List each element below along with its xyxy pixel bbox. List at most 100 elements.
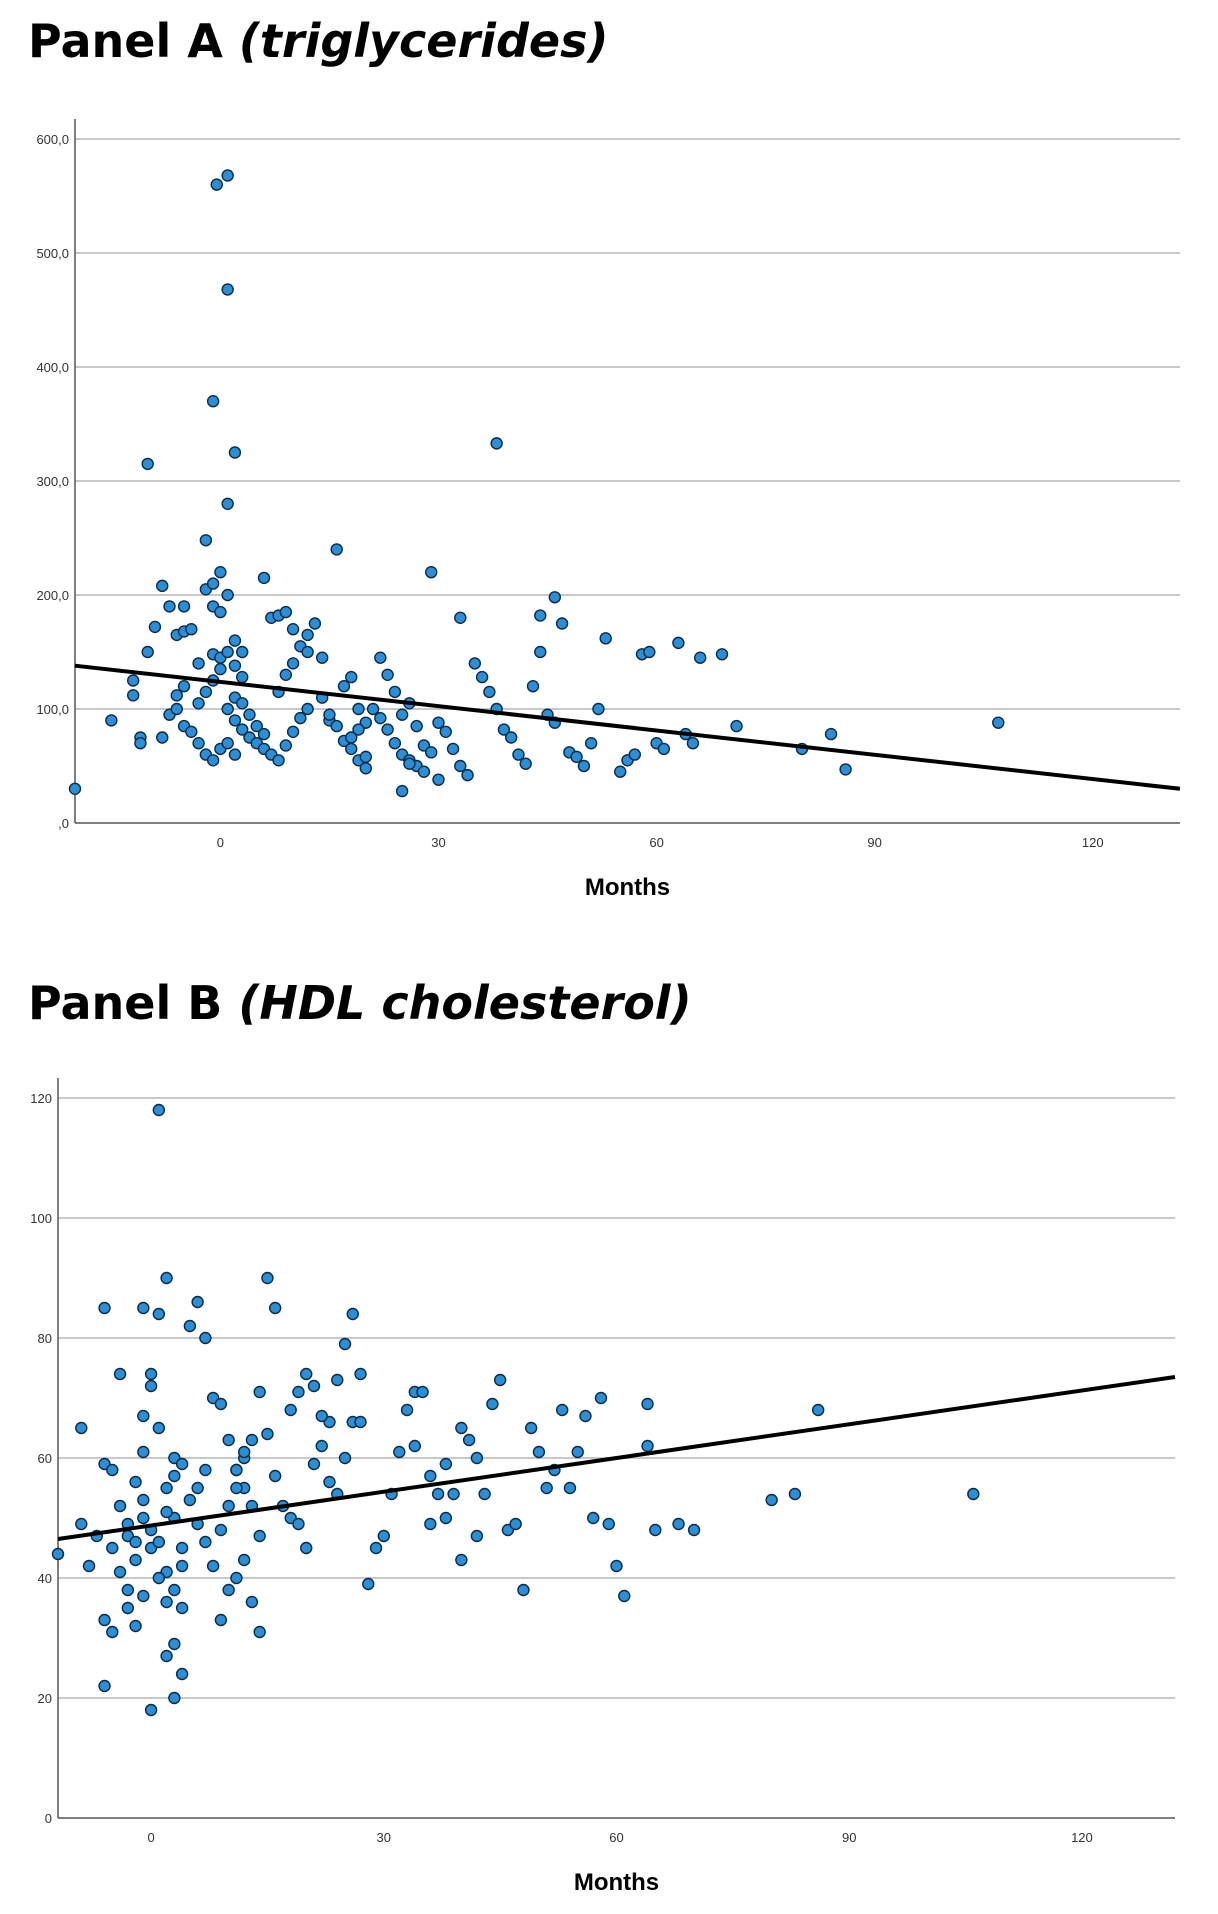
panel-a-y-tick-label: 500,0 [36, 246, 69, 261]
panel-b-data-point [98, 1301, 111, 1315]
panel-a-data-point [279, 739, 293, 752]
panel-a-data-point [156, 731, 169, 744]
panel-b-data-point [509, 1517, 522, 1531]
panel-b-data-point [121, 1583, 135, 1597]
panel-a-data-point [134, 737, 147, 750]
panel-b-data-point [788, 1487, 802, 1501]
panel-b-data-point [455, 1553, 468, 1567]
panel-b-data-point [540, 1481, 553, 1495]
panel-a-data-point [228, 659, 242, 672]
panel-b-data-point [230, 1463, 243, 1477]
panel-b-data-point [602, 1517, 615, 1531]
panel-b-data-point [292, 1385, 305, 1399]
panel-b-x-axis-label: Months [574, 1869, 659, 1896]
panel-a-data-point [614, 765, 627, 778]
panel-a-data-point [243, 708, 256, 721]
panel-a-data-point [672, 636, 685, 650]
panel-b-data-point [431, 1487, 445, 1501]
panel-b-x-tick-label: 0 [147, 1830, 154, 1845]
panel-a-y-tick-label: 300,0 [36, 474, 69, 489]
panel-b-data-point [594, 1391, 608, 1405]
panel-a-data-point [599, 632, 612, 645]
panel-a-data-point [512, 748, 525, 761]
panel-b-data-point [152, 1307, 166, 1321]
panel-a-data-point [279, 668, 293, 681]
panel-a-data-point [446, 742, 460, 756]
panel-b-data-point [424, 1517, 437, 1531]
panel-a-data-point [250, 719, 263, 733]
panel-b-data-point [672, 1517, 685, 1531]
panel-a-data-point [824, 727, 838, 741]
panel-b-data-point [98, 1613, 111, 1627]
panel-a-data-point [272, 754, 285, 767]
panel-b-data-point [152, 1535, 166, 1549]
panel-a-x-tick-label: 90 [867, 835, 881, 850]
panel-a-data-point [352, 702, 365, 716]
panel-b-data-point [315, 1409, 328, 1423]
panel-b-data-point [137, 1493, 150, 1507]
panel-a-data-point [417, 765, 431, 778]
panel-a-data-point [693, 651, 707, 664]
panel-a-data-point [410, 719, 423, 733]
panel-a-y-tick-label: ,0 [58, 816, 69, 831]
panel-b-data-point [137, 1445, 150, 1459]
panel-a-data-point [185, 623, 198, 636]
panel-b-data-point [129, 1619, 142, 1633]
panel-a-data-point [221, 737, 234, 750]
panel-b-data-point [222, 1583, 235, 1597]
panel-b-data-point [106, 1463, 119, 1477]
panel-b-data-point [649, 1523, 662, 1537]
panel-b-data-point [245, 1433, 259, 1447]
panel-a-data-point [381, 668, 394, 681]
panel-a-data-point [548, 591, 562, 604]
panel-b-data-point [284, 1403, 297, 1417]
panel-a-data-point [395, 784, 409, 798]
panel-a-data-point [236, 645, 249, 659]
panel-b-data-point [610, 1559, 623, 1573]
panel-b-data-point [175, 1667, 189, 1681]
panel-b-regression-line [57, 1375, 1176, 1541]
panel-a-data-point [286, 725, 300, 738]
panel-a-data-point [221, 702, 234, 716]
panel-a-data-point [141, 645, 154, 659]
panel-a-data-point [519, 757, 532, 770]
panel-a-data-point [468, 657, 482, 670]
panel-b-data-point [206, 1559, 220, 1573]
panel-b-data-point [175, 1457, 189, 1471]
panel-a-data-point [584, 737, 598, 750]
panel-a-data-point [301, 645, 314, 659]
panel-a-data-point [177, 680, 191, 693]
panel-a-data-point [461, 768, 474, 782]
panel-a-data-point [577, 759, 591, 773]
panel-b-data-point [183, 1319, 197, 1333]
panel-a-y-tick-label: 600,0 [36, 132, 69, 147]
panel-b-data-point [160, 1595, 173, 1609]
panel-b-data-point [765, 1493, 778, 1507]
panel-a-title-main: Panel A [28, 14, 223, 68]
panel-b-y-tick-label: 0 [45, 1811, 52, 1826]
panel-a-data-point [192, 697, 205, 710]
panel-b-data-point [641, 1397, 654, 1411]
panel-b-data-point [199, 1463, 212, 1477]
panel-a-data-point [126, 674, 140, 687]
panel-b-data-point [323, 1475, 336, 1489]
panel-a-data-point [432, 716, 445, 729]
panel-b-data-point [261, 1427, 274, 1441]
panel-a-data-point [221, 169, 234, 182]
panel-b-data-point [152, 1421, 166, 1435]
panel-a-data-point [504, 731, 518, 744]
panel-b-data-point [98, 1679, 111, 1693]
panel-a-data-point [192, 657, 205, 670]
panel-b-data-point [160, 1481, 173, 1495]
panel-b-title: Panel B (HDL cholesterol) [28, 980, 692, 1026]
panel-a-data-point [352, 723, 365, 736]
panel-b-y-tick-label: 20 [38, 1691, 52, 1706]
panel-a-data-point [497, 723, 511, 736]
panel-b-data-point [129, 1535, 142, 1549]
panel-a-data-point [555, 617, 569, 630]
panel-b-data-point [524, 1421, 538, 1435]
panel-b-data-point [556, 1403, 569, 1417]
panel-b-data-point [168, 1469, 181, 1483]
panel-a-data-point [236, 697, 249, 710]
panel-a-data-point [359, 750, 372, 764]
